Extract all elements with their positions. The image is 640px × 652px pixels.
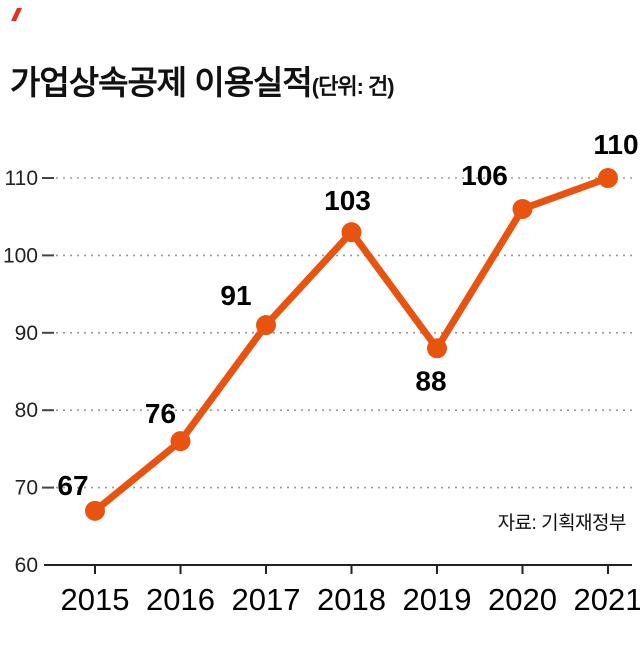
value-labels: 67 76 91 103 88 106 110 <box>57 129 638 501</box>
svg-text:100: 100 <box>3 244 38 267</box>
chart-header: 가업상속공제 이용실적(단위: 건) <box>0 0 640 104</box>
svg-text:67: 67 <box>57 470 88 501</box>
svg-text:2016: 2016 <box>146 582 215 617</box>
svg-text:70: 70 <box>15 477 38 500</box>
svg-text:76: 76 <box>145 398 176 429</box>
x-axis-labels: 2015 2016 2017 2018 2019 2020 2021 <box>61 582 640 617</box>
svg-text:110: 110 <box>5 167 38 190</box>
gridlines <box>42 177 632 566</box>
red-tick-mark <box>11 8 22 21</box>
y-axis-labels: 60 70 80 90 100 110 <box>3 167 38 577</box>
chart-unit-label: (단위: 건) <box>311 74 395 99</box>
svg-text:106: 106 <box>461 160 508 191</box>
svg-text:110: 110 <box>593 129 638 160</box>
svg-text:60: 60 <box>15 554 38 577</box>
svg-text:80: 80 <box>15 399 38 422</box>
svg-text:90: 90 <box>15 322 38 345</box>
svg-text:103: 103 <box>324 185 371 216</box>
svg-text:2018: 2018 <box>317 582 386 617</box>
svg-text:2017: 2017 <box>232 582 301 617</box>
svg-text:2015: 2015 <box>61 582 130 617</box>
chart-title: 가업상속공제 이용실적 <box>10 64 313 101</box>
svg-text:2021: 2021 <box>574 582 640 617</box>
svg-text:88: 88 <box>415 365 446 396</box>
source-label: 자료: 기획재정부 <box>497 513 627 534</box>
svg-text:2019: 2019 <box>403 582 472 617</box>
data-markers <box>85 168 618 521</box>
x-axis-ticks <box>94 565 609 574</box>
svg-text:2020: 2020 <box>488 582 557 617</box>
svg-text:91: 91 <box>220 280 251 311</box>
